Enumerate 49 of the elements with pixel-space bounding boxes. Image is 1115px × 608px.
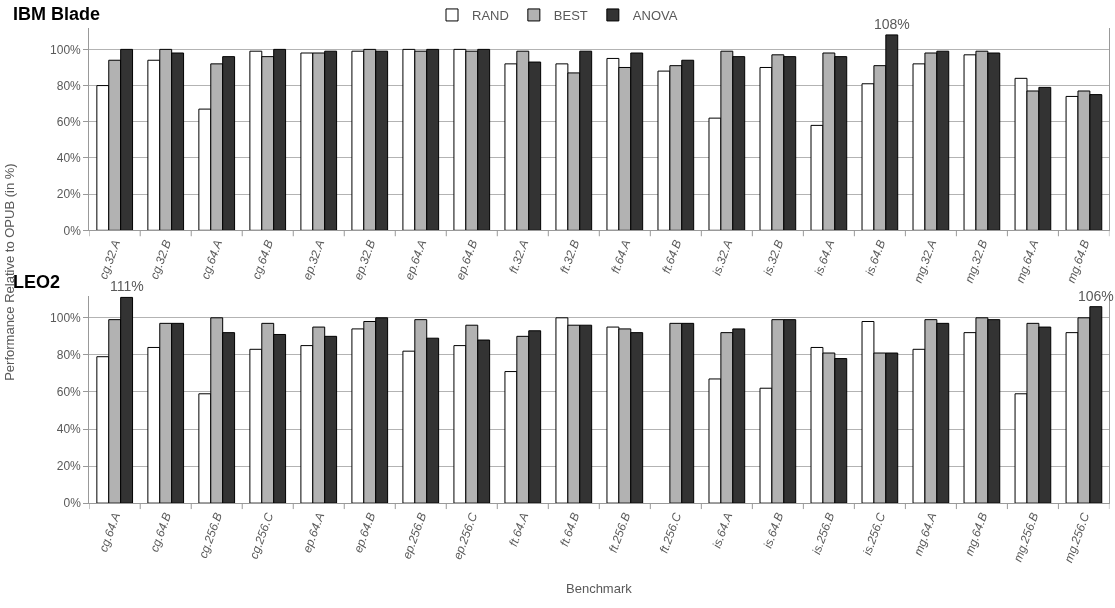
y-tick-label: 100% [50,42,82,57]
data-label: 108% [874,16,910,32]
x-tick-label: ep.64.B [350,510,379,555]
x-tick-label: mg.32.A [910,238,940,285]
x-tick-label: ep.32.A [299,238,328,282]
x-tick-label: ft.32.B [557,238,583,276]
x-tick-label: is.64.B [862,238,889,278]
x-tick-label: ft.32.A [506,238,532,276]
x-tick-label: is.64.B [760,510,787,551]
y-tick-label: 80% [56,348,82,363]
legend-label: RAND [472,8,509,24]
legend-label: BEST [553,8,588,24]
x-tick-label: mg.64.A [910,510,940,558]
x-tick-label: is.64.A [709,510,736,551]
x-tick-label: cg.32.B [147,238,175,282]
y-tick-label: 0% [63,223,82,238]
x-tick-label: is.32.A [709,238,736,278]
y-tick-label: 20% [56,187,82,202]
x-tick-label: ft.64.A [506,510,532,549]
x-tick-label: mg.64.B [961,510,991,558]
x-axis-title: Benchmark [566,581,633,596]
y-tick-label: 60% [56,114,82,129]
x-tick-label: mg.64.B [1063,238,1093,285]
y-tick-label: 40% [56,422,82,437]
y-tick-label: 20% [56,459,82,474]
x-tick-label: cg.64.B [249,238,277,282]
y-tick-label: 60% [56,385,82,400]
x-tick-label: mg.64.A [1012,238,1042,285]
x-tick-label: is.32.B [760,238,787,278]
x-tick-label: mg.32.B [961,238,991,285]
x-tick-label: is.64.A [811,238,838,278]
x-tick-label: ft.64.B [557,510,583,549]
x-tick-label: ft.64.B [659,238,685,276]
x-tick-label: cg.64.A [198,238,226,282]
chart-title: IBM Blade [13,4,101,24]
x-tick-label: cg.256.B [195,510,226,561]
x-tick-label: ep.32.B [350,238,379,282]
y-tick-label: 0% [63,496,82,511]
x-tick-label: cg.64.B [147,510,175,554]
data-label: 106% [1078,288,1114,304]
x-tick-label: cg.64.A [96,510,124,554]
x-tick-label: ep.64.A [401,238,430,282]
y-tick-label: 80% [56,78,82,93]
x-tick-label: ft.64.A [608,238,634,276]
y-tick-label: 100% [50,311,82,325]
x-tick-label: ep.64.B [452,238,481,282]
x-tick-label: ep.64.A [299,510,328,555]
legend-label: ANOVA [632,8,678,24]
y-tick-label: 40% [56,151,82,166]
